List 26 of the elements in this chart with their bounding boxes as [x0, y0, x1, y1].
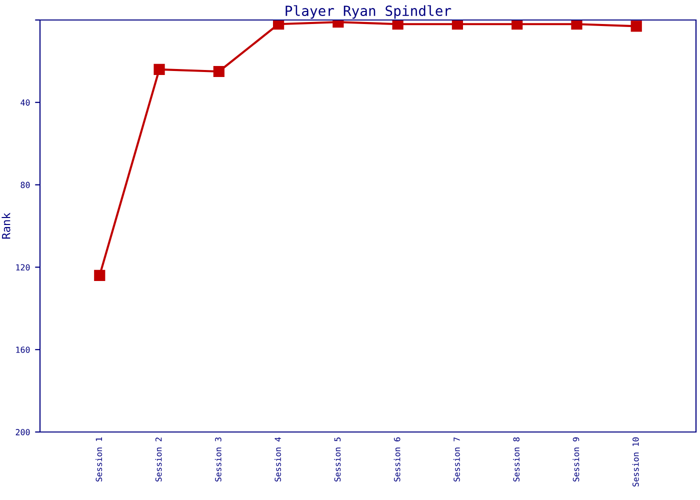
x-tick-label: Session 10: [632, 437, 639, 486]
x-tick-label: Session 5: [334, 438, 341, 482]
point: [452, 20, 464, 30]
y-tick-label: 40: [20, 99, 30, 106]
point: [512, 20, 523, 30]
x-tick-label: Session 8: [513, 437, 520, 482]
x-tick-label: Session 9: [572, 437, 580, 482]
x-tick-label: Session 4: [274, 437, 281, 482]
point: [94, 270, 106, 281]
y-axis-title: Rank: [2, 212, 10, 239]
x-tick-label: Session 3: [214, 437, 222, 482]
point: [154, 64, 165, 75]
y-tick-label: 160: [16, 346, 30, 353]
point: [272, 20, 284, 30]
chart-title: Player Ryan Spindler: [286, 5, 452, 19]
x-tick-label: Session 6: [394, 437, 400, 482]
x-tick-label: Session 2: [155, 438, 162, 482]
point: [571, 20, 582, 30]
point: [392, 20, 404, 30]
y-tick-label: 80: [20, 182, 30, 188]
point: [213, 66, 224, 78]
point: [630, 20, 642, 32]
y-tick-label: 200: [16, 429, 30, 436]
x-tick-label: Session 7: [453, 437, 460, 482]
x-tick-label: Session 1: [96, 437, 102, 482]
y-tick-label: 120: [16, 264, 30, 271]
